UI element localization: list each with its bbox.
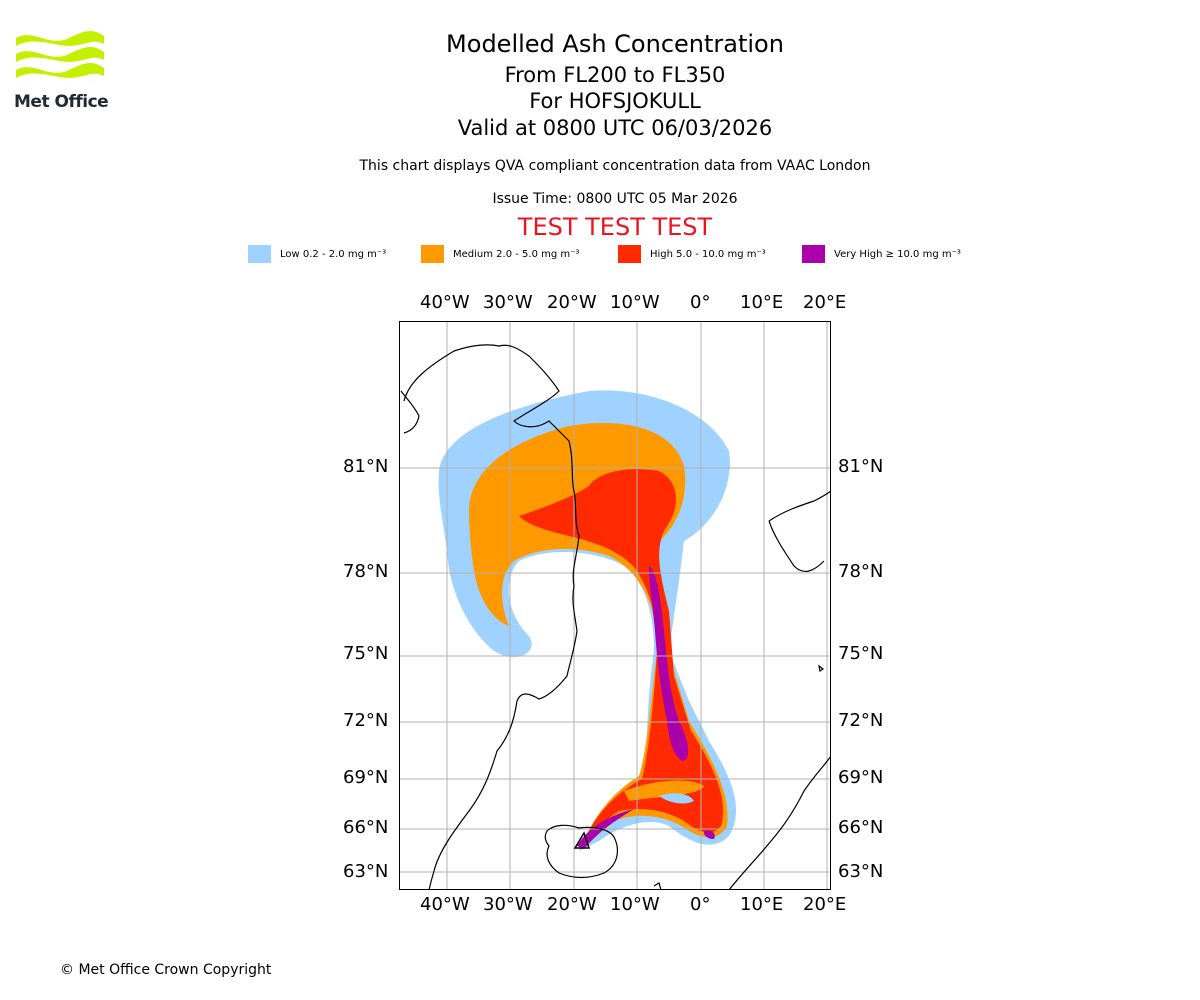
legend-swatch-low [248,245,271,263]
legend-swatch-high [618,245,641,263]
met-office-logo: Met Office [14,30,109,112]
volcano-marker-icon [573,831,591,849]
lon-tick-top: 0° [690,292,711,313]
lat-tick-left: 72°N [343,710,389,731]
valid-time: Valid at 0800 UTC 06/03/2026 [457,116,773,140]
legend-swatch-very-high [802,245,825,263]
lon-tick-bottom: 10°W [610,894,660,915]
legend-item-very-high: Very High ≥ 10.0 mg m⁻³ [802,244,961,264]
map-gridlines [399,321,831,890]
lon-tick-top: 20°E [803,292,847,313]
legend-item-low: Low 0.2 - 2.0 mg m⁻³ [248,244,386,264]
coastline-greenland-west [400,390,420,434]
lat-tick-left: 66°N [343,817,389,838]
lat-tick-right: 75°N [838,643,884,664]
lon-tick-top: 30°W [483,292,533,313]
lat-tick-left: 69°N [343,767,389,788]
chart-title: Modelled Ash Concentration [446,30,784,58]
lon-tick-bottom: 0° [690,894,711,915]
coastline-faroes [653,882,662,890]
copyright-notice: © Met Office Crown Copyright [60,962,272,978]
ash-region-low-band [659,793,694,804]
lon-tick-top: 10°E [740,292,784,313]
coastline-greenland [403,344,580,890]
legend-swatch-medium [421,245,444,263]
lat-tick-left: 75°N [343,643,389,664]
chart-subtitle: This chart displays QVA compliant concen… [359,158,871,174]
lat-tick-right: 72°N [838,710,884,731]
coastline-iceland [544,824,618,879]
lon-tick-bottom: 10°E [740,894,784,915]
lon-tick-top: 40°W [420,292,470,313]
ash-region-very-high-tail [577,809,634,849]
volcano-name: For HOFSJOKULL [529,89,701,113]
ash-region-very-high [649,566,689,761]
lat-tick-right: 66°N [838,817,884,838]
coastline-svalbard [768,490,831,573]
coastlines [400,344,831,890]
lat-tick-right: 69°N [838,767,884,788]
ash-map [399,321,831,890]
lat-tick-right: 63°N [838,861,884,882]
lat-tick-right: 78°N [838,561,884,582]
lon-tick-top: 20°W [547,292,597,313]
logo-text: Met Office [14,92,109,112]
lon-tick-top: 10°W [610,292,660,313]
met-office-waves-icon [16,31,104,78]
legend-label-high: High 5.0 - 10.0 mg m⁻³ [650,248,766,260]
legend-label-medium: Medium 2.0 - 5.0 mg m⁻³ [453,248,580,260]
lat-tick-left: 78°N [343,561,389,582]
coastline-jan-mayen [818,664,825,672]
ash-region-very-high-spot [703,830,715,839]
legend-label-very-high: Very High ≥ 10.0 mg m⁻³ [834,248,961,260]
lon-tick-bottom: 20°W [547,894,597,915]
lat-tick-left: 63°N [343,861,389,882]
lat-tick-right: 81°N [838,456,884,477]
lon-tick-bottom: 40°W [420,894,470,915]
legend-label-low: Low 0.2 - 2.0 mg m⁻³ [280,248,387,260]
flight-level-range: From FL200 to FL350 [504,63,726,87]
test-banner: TEST TEST TEST [517,213,713,241]
map-frame [399,321,831,890]
issue-time: Issue Time: 0800 UTC 05 Mar 2026 [492,191,738,207]
ash-region-medium-band [624,780,704,801]
coastline-scandinavia [728,755,831,890]
lon-tick-bottom: 30°W [483,894,533,915]
legend-item-medium: Medium 2.0 - 5.0 mg m⁻³ [421,244,579,264]
lon-tick-bottom: 20°E [803,894,847,915]
legend-item-high: High 5.0 - 10.0 mg m⁻³ [618,244,766,264]
lat-tick-left: 81°N [343,456,389,477]
